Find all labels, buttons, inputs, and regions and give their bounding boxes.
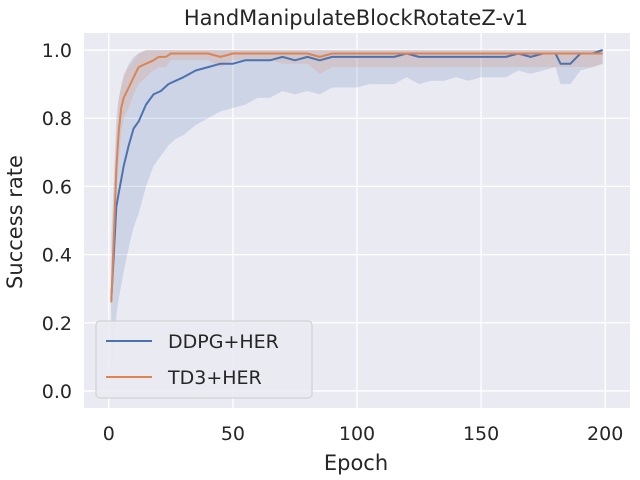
legend-label-0: DDPG+HER [168,331,279,353]
x-axis: 0 50 100 150 200 [103,423,624,445]
y-axis-label: Success rate [3,155,27,289]
y-tick-label: 0.8 [42,108,72,130]
x-tick-label: 50 [221,423,245,445]
y-tick-label: 1.0 [42,40,72,62]
confidence-band-0 [111,50,603,374]
x-tick-label: 200 [587,423,623,445]
confidence-bands [111,50,603,374]
x-axis-label: Epoch [324,451,388,475]
legend: DDPG+HER TD3+HER [95,320,313,399]
series-lines [110,49,604,303]
y-tick-label: 0.2 [42,313,72,335]
legend-label-1: TD3+HER [167,367,262,389]
x-tick-label: 150 [463,423,499,445]
y-tick-label: 0.4 [42,245,72,267]
y-tick-label: 0.0 [42,381,72,403]
y-axis: 0.0 0.2 0.4 0.6 0.8 1.0 [42,40,72,403]
series-line-1 [110,52,603,303]
y-tick-label: 0.6 [42,176,72,198]
x-tick-label: 100 [339,423,375,445]
chart-title: HandManipulateBlockRotateZ-v1 [184,6,528,30]
x-tick-label: 0 [103,423,115,445]
gridlines [84,33,630,408]
